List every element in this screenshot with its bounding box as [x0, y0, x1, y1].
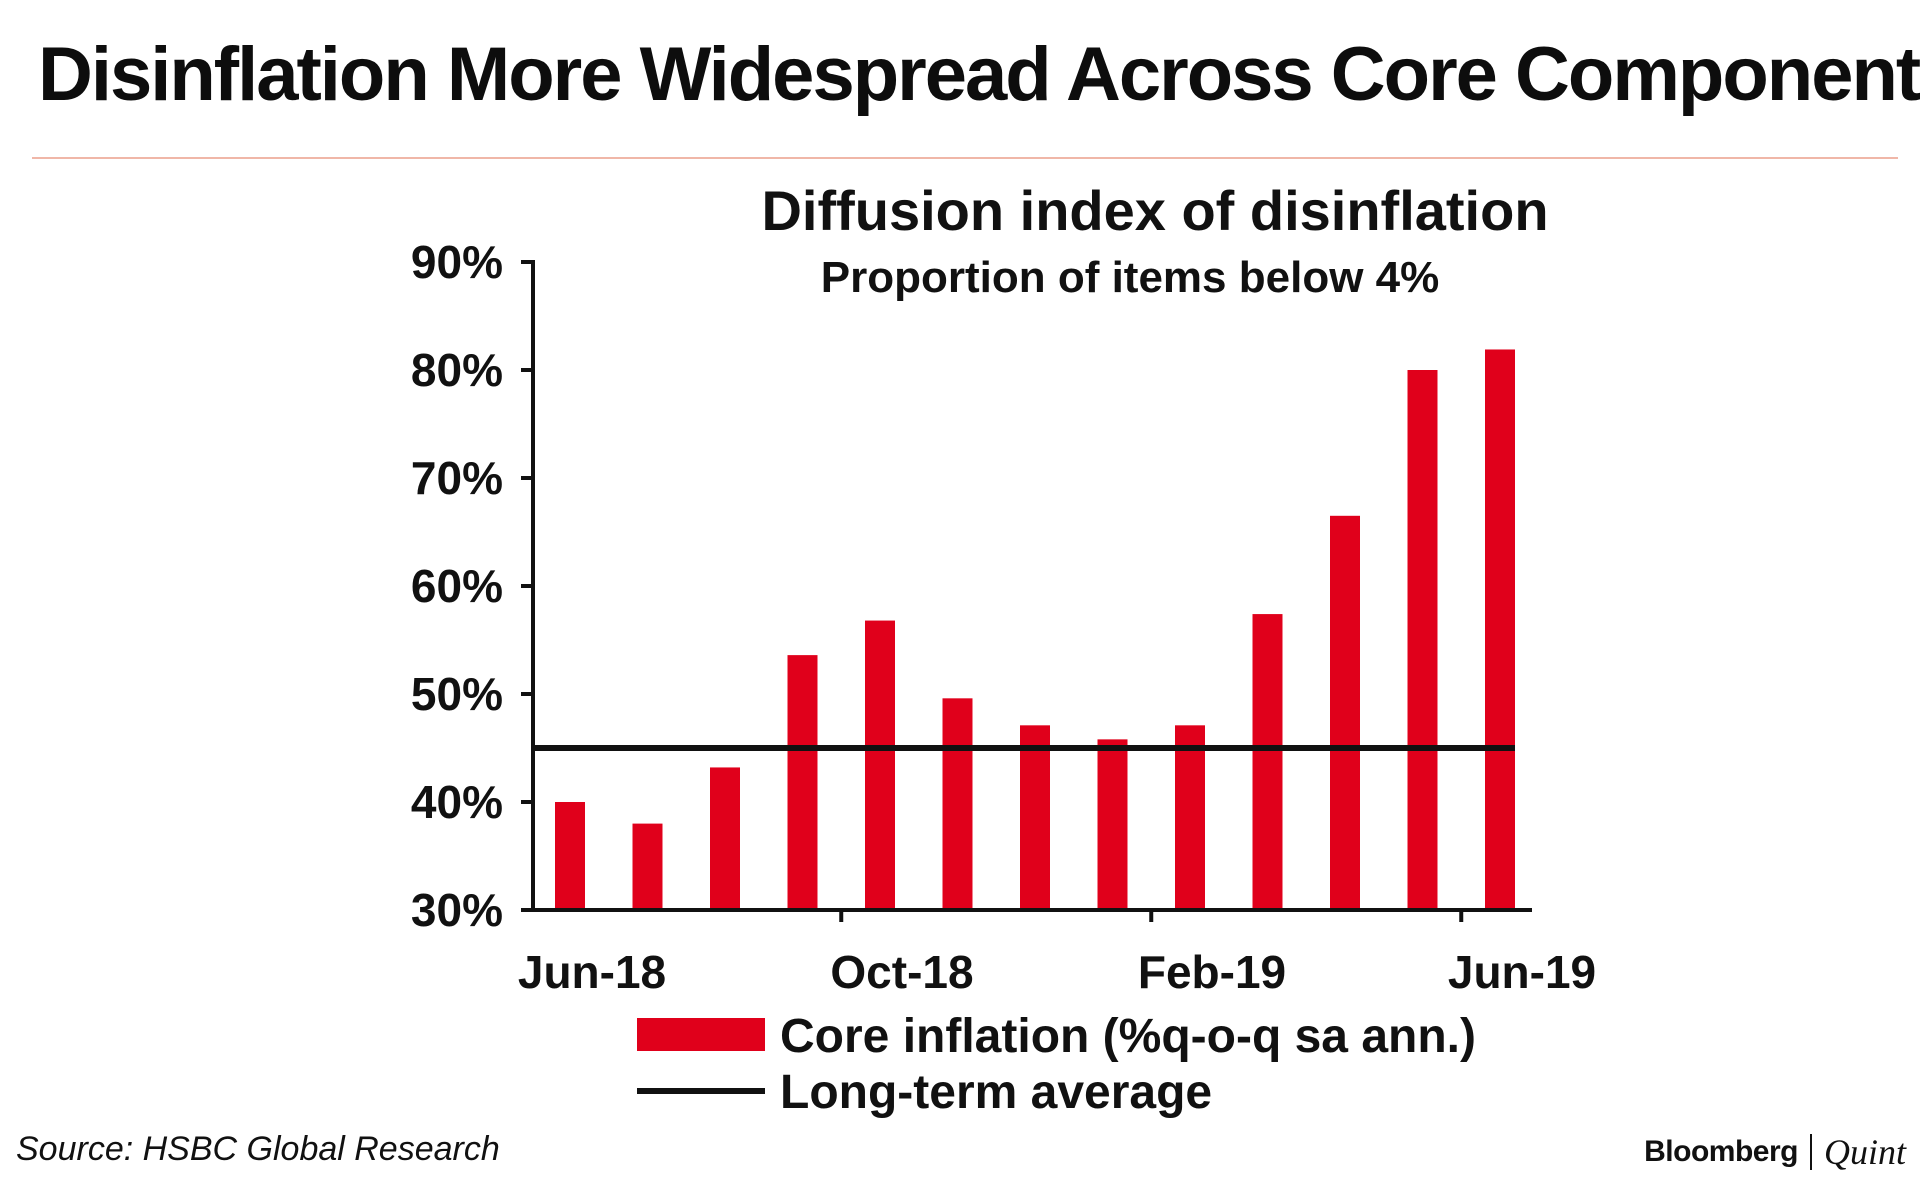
- brand-logo: Bloomberg Quint: [1644, 1131, 1906, 1173]
- bar-oct-18: [865, 620, 895, 910]
- bar-nov-18: [942, 698, 973, 910]
- x-tick-label-jun-19: Jun-19: [1448, 946, 1596, 998]
- bar-jun-19: [1485, 349, 1515, 911]
- x-tick-label-oct-18: Oct-18: [830, 946, 973, 998]
- y-tick-labels: 30% 40% 50% 60% 70% 80% 90%: [411, 236, 503, 936]
- y-tick-label-40: 40%: [411, 776, 503, 828]
- bar-may-19: [1407, 370, 1438, 910]
- legend: Core inflation (%q-o-q sa ann.) Long-ter…: [637, 1010, 1476, 1119]
- bar-mar-19: [1252, 614, 1283, 910]
- brand-bloomberg: Bloomberg: [1644, 1135, 1798, 1168]
- bar-aug-18: [710, 767, 740, 910]
- brand-quint: Quint: [1823, 1132, 1906, 1172]
- y-tick-label-70: 70%: [411, 452, 503, 504]
- y-tick-label-80: 80%: [411, 344, 503, 396]
- x-tick-label-feb-19: Feb-19: [1138, 946, 1286, 998]
- title-divider: [32, 157, 1898, 159]
- bar-jul-18: [632, 823, 663, 910]
- headline: Disinflation More Widespread Across Core…: [38, 32, 1920, 117]
- bar-dec-18: [1020, 725, 1050, 910]
- chart-title: Diffusion index of disinflation: [761, 179, 1548, 242]
- legend-label-core-inflation: Core inflation (%q-o-q sa ann.): [780, 1010, 1476, 1063]
- bar-jun-18: [555, 802, 585, 910]
- brand-separator: [1809, 1134, 1812, 1170]
- y-tick-label-50: 50%: [411, 668, 503, 720]
- legend-label-long-term-average: Long-term average: [780, 1066, 1212, 1119]
- x-tick-label-jun-18: Jun-18: [518, 946, 666, 998]
- bar-feb-19: [1175, 725, 1205, 910]
- y-tick-label-30: 30%: [411, 884, 503, 936]
- bar-jan-19: [1097, 739, 1128, 910]
- axes-layer: [521, 260, 1532, 922]
- source-note: Source: HSBC Global Research: [16, 1130, 500, 1168]
- bars-layer: [555, 349, 1515, 911]
- y-tick-label-90: 90%: [411, 236, 503, 288]
- y-tick-label-60: 60%: [411, 560, 503, 612]
- x-tick-labels: Jun-18 Oct-18 Feb-19 Jun-19: [518, 946, 1596, 998]
- chart-subtitle: Proportion of items below 4%: [821, 253, 1440, 302]
- bar-sep-18: [787, 655, 818, 910]
- bar-apr-19: [1330, 515, 1360, 910]
- legend-swatch-core-inflation: [637, 1018, 765, 1051]
